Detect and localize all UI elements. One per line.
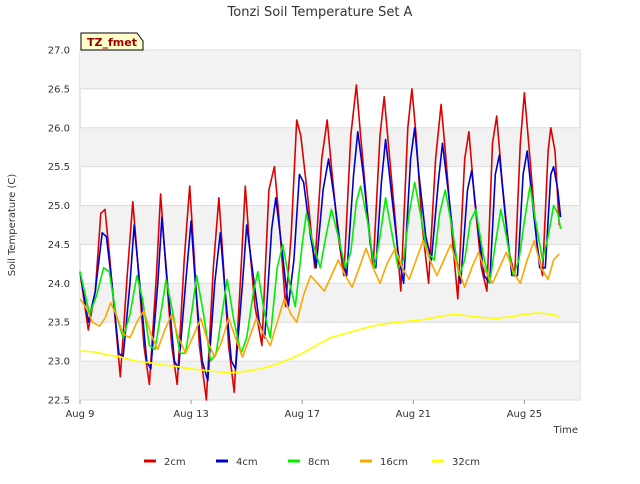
x-tick-label: Aug 13 bbox=[173, 409, 208, 420]
series-lines bbox=[79, 84, 562, 401]
site-badge-shape bbox=[80, 32, 144, 51]
background-band bbox=[80, 361, 580, 400]
y-tick-label: 24.0 bbox=[48, 279, 70, 290]
legend-label-4cm: 4cm bbox=[236, 457, 258, 468]
legend-label-8cm: 8cm bbox=[308, 457, 330, 468]
x-tick-label: Aug 9 bbox=[65, 409, 94, 420]
y-tick-label: 26.0 bbox=[48, 123, 70, 134]
y-tick-label: 23.0 bbox=[48, 357, 70, 368]
y-tick-label: 27.0 bbox=[48, 46, 70, 57]
series-line-16cm bbox=[79, 239, 560, 358]
chart-title: Tonzi Soil Temperature Set A bbox=[227, 5, 413, 20]
series-line-32cm bbox=[79, 312, 560, 374]
legend-label-16cm: 16cm bbox=[380, 457, 408, 468]
site-badge: TZ_fmet bbox=[80, 32, 144, 51]
y-tick-label: 24.5 bbox=[48, 240, 70, 251]
y-axis-label: Soil Temperature (C) bbox=[7, 174, 18, 277]
x-tick-label: Aug 21 bbox=[396, 409, 431, 420]
legend: 2cm 4cm 8cm 16cm 32cm bbox=[144, 457, 480, 468]
y-tick-label: 25.5 bbox=[48, 162, 70, 173]
legend-label-2cm: 2cm bbox=[164, 457, 186, 468]
legend-label-32cm: 32cm bbox=[452, 457, 480, 468]
y-tick-label: 26.5 bbox=[48, 84, 70, 95]
y-tick-label: 22.5 bbox=[48, 396, 70, 407]
series-line-2cm bbox=[79, 84, 560, 401]
y-tick-label: 25.0 bbox=[48, 201, 70, 212]
y-tick-label: 23.5 bbox=[48, 318, 70, 329]
x-axis-ticks: Aug 9 Aug 13 Aug 17 Aug 21 Aug 25 bbox=[65, 400, 542, 420]
site-badge-label: TZ_fmet bbox=[87, 36, 137, 49]
x-tick-label: Aug 25 bbox=[507, 409, 542, 420]
x-tick-label: Aug 17 bbox=[285, 409, 320, 420]
x-axis-label: Time bbox=[553, 425, 578, 436]
background-band bbox=[80, 283, 580, 323]
background-band bbox=[80, 50, 580, 89]
y-axis-ticks: 22.5 23.0 23.5 24.0 24.5 25.0 25.5 26.0 26.5 27.0 bbox=[48, 46, 70, 407]
